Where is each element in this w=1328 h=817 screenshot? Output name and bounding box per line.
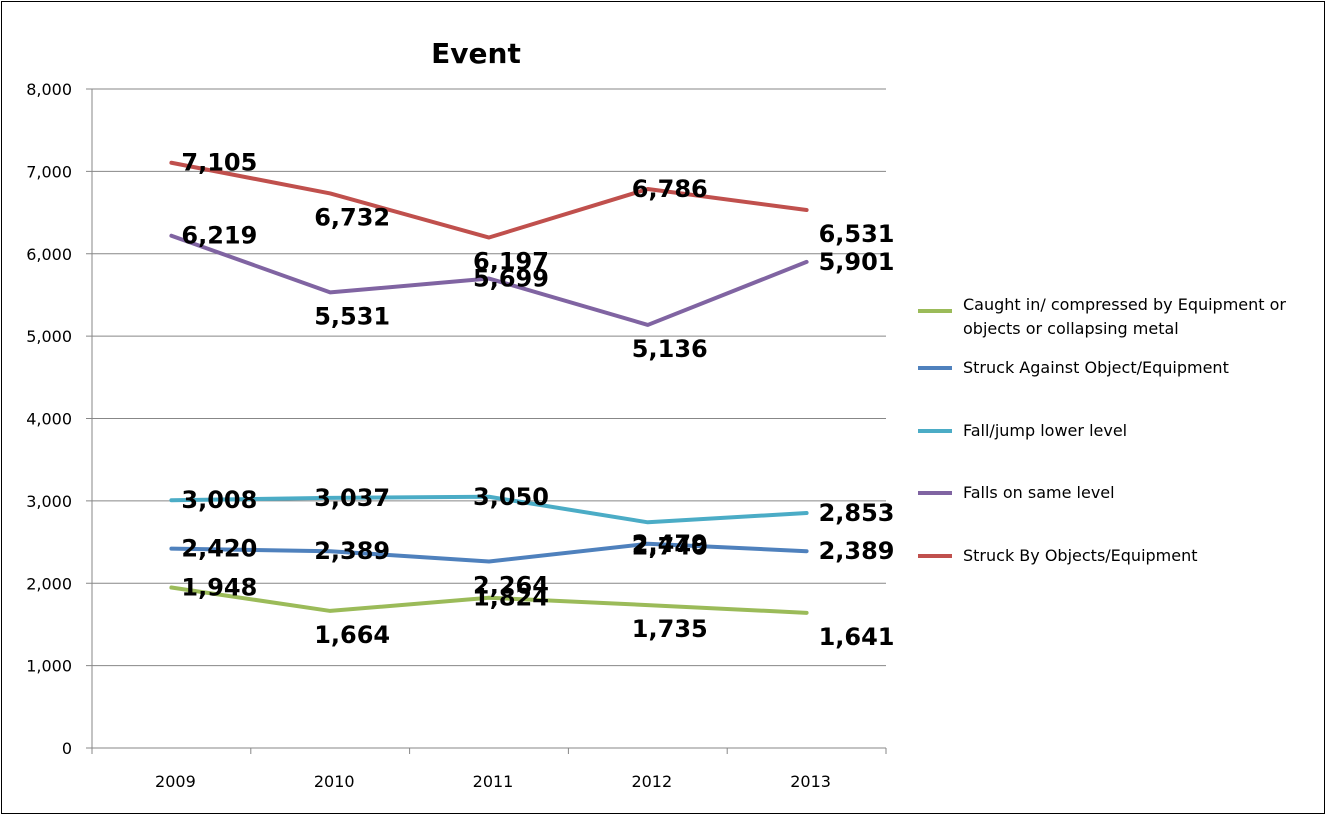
data-label: 6,531 bbox=[819, 220, 895, 248]
x-tick-label: 2012 bbox=[631, 772, 672, 791]
y-tick-label: 2,000 bbox=[26, 574, 72, 593]
series-line bbox=[169, 233, 809, 327]
chart-title: Event bbox=[431, 37, 521, 70]
legend-label: Caught in/ compressed by Equipment or bbox=[963, 295, 1286, 314]
y-tick-label: 7,000 bbox=[26, 162, 72, 181]
y-tick-label: 4,000 bbox=[26, 410, 72, 429]
legend: Caught in/ compressed by Equipment or obj… bbox=[918, 295, 1286, 565]
legend-label: Falls on same level bbox=[963, 483, 1115, 502]
series-line bbox=[169, 494, 809, 525]
data-label: 6,197 bbox=[473, 248, 549, 276]
y-tick-label: 6,000 bbox=[26, 245, 72, 264]
data-label: 2,853 bbox=[819, 499, 895, 527]
data-label: 3,008 bbox=[181, 486, 257, 514]
data-label: 1,948 bbox=[181, 574, 257, 602]
data-labels: 1,948 1,664 1,824 1,735 1,641 2,420 2,389 2,264… bbox=[181, 149, 894, 651]
data-label: 2,420 bbox=[181, 535, 257, 563]
data-label: 1,824 bbox=[473, 584, 549, 612]
data-label: 5,136 bbox=[632, 335, 708, 363]
series-line bbox=[169, 585, 809, 615]
y-tick-label: 0 bbox=[62, 739, 72, 758]
data-label: 6,786 bbox=[632, 175, 708, 203]
series-lines bbox=[169, 160, 809, 615]
x-tick-label: 2013 bbox=[790, 772, 831, 791]
y-tick-label: 1,000 bbox=[26, 657, 72, 676]
data-label: 5,901 bbox=[819, 248, 895, 276]
data-label: 5,699 bbox=[473, 265, 549, 293]
axes bbox=[86, 88, 887, 754]
data-label: 5,531 bbox=[314, 302, 390, 330]
gridlines bbox=[92, 88, 886, 667]
data-label: 2,389 bbox=[819, 537, 895, 565]
legend-label: Fall/jump lower level bbox=[963, 421, 1127, 440]
x-tick-label: 2010 bbox=[314, 772, 355, 791]
y-tick-label: 3,000 bbox=[26, 492, 72, 511]
y-tick-label: 5,000 bbox=[26, 327, 72, 346]
data-label: 3,050 bbox=[473, 483, 549, 511]
series-line bbox=[169, 160, 809, 240]
data-label: 6,732 bbox=[314, 203, 390, 231]
y-axis-ticks: 0 1,000 2,000 3,000 4,000 5,000 6,000 7,000 8,00… bbox=[26, 80, 72, 758]
legend-label: objects or collapsing metal bbox=[963, 319, 1179, 338]
legend-label: Struck By Objects/Equipment bbox=[963, 546, 1198, 565]
data-label: 3,037 bbox=[314, 484, 390, 512]
x-tick-label: 2011 bbox=[473, 772, 514, 791]
x-axis-ticks: 2009 2010 2011 2012 2013 bbox=[155, 772, 831, 791]
y-tick-label: 8,000 bbox=[26, 80, 72, 99]
legend-label: Struck Against Object/Equipment bbox=[963, 358, 1229, 377]
data-label: 2,479 bbox=[632, 530, 708, 558]
data-label: 1,664 bbox=[314, 621, 390, 649]
data-label: 1,735 bbox=[632, 615, 708, 643]
data-label: 2,740 bbox=[632, 532, 708, 560]
x-tick-label: 2009 bbox=[155, 772, 196, 791]
data-label: 7,105 bbox=[181, 149, 257, 177]
series-line bbox=[169, 541, 809, 564]
data-label: 2,264 bbox=[473, 572, 549, 600]
data-label: 1,641 bbox=[819, 623, 895, 651]
data-label: 6,219 bbox=[181, 222, 257, 250]
data-label: 2,389 bbox=[314, 537, 390, 565]
